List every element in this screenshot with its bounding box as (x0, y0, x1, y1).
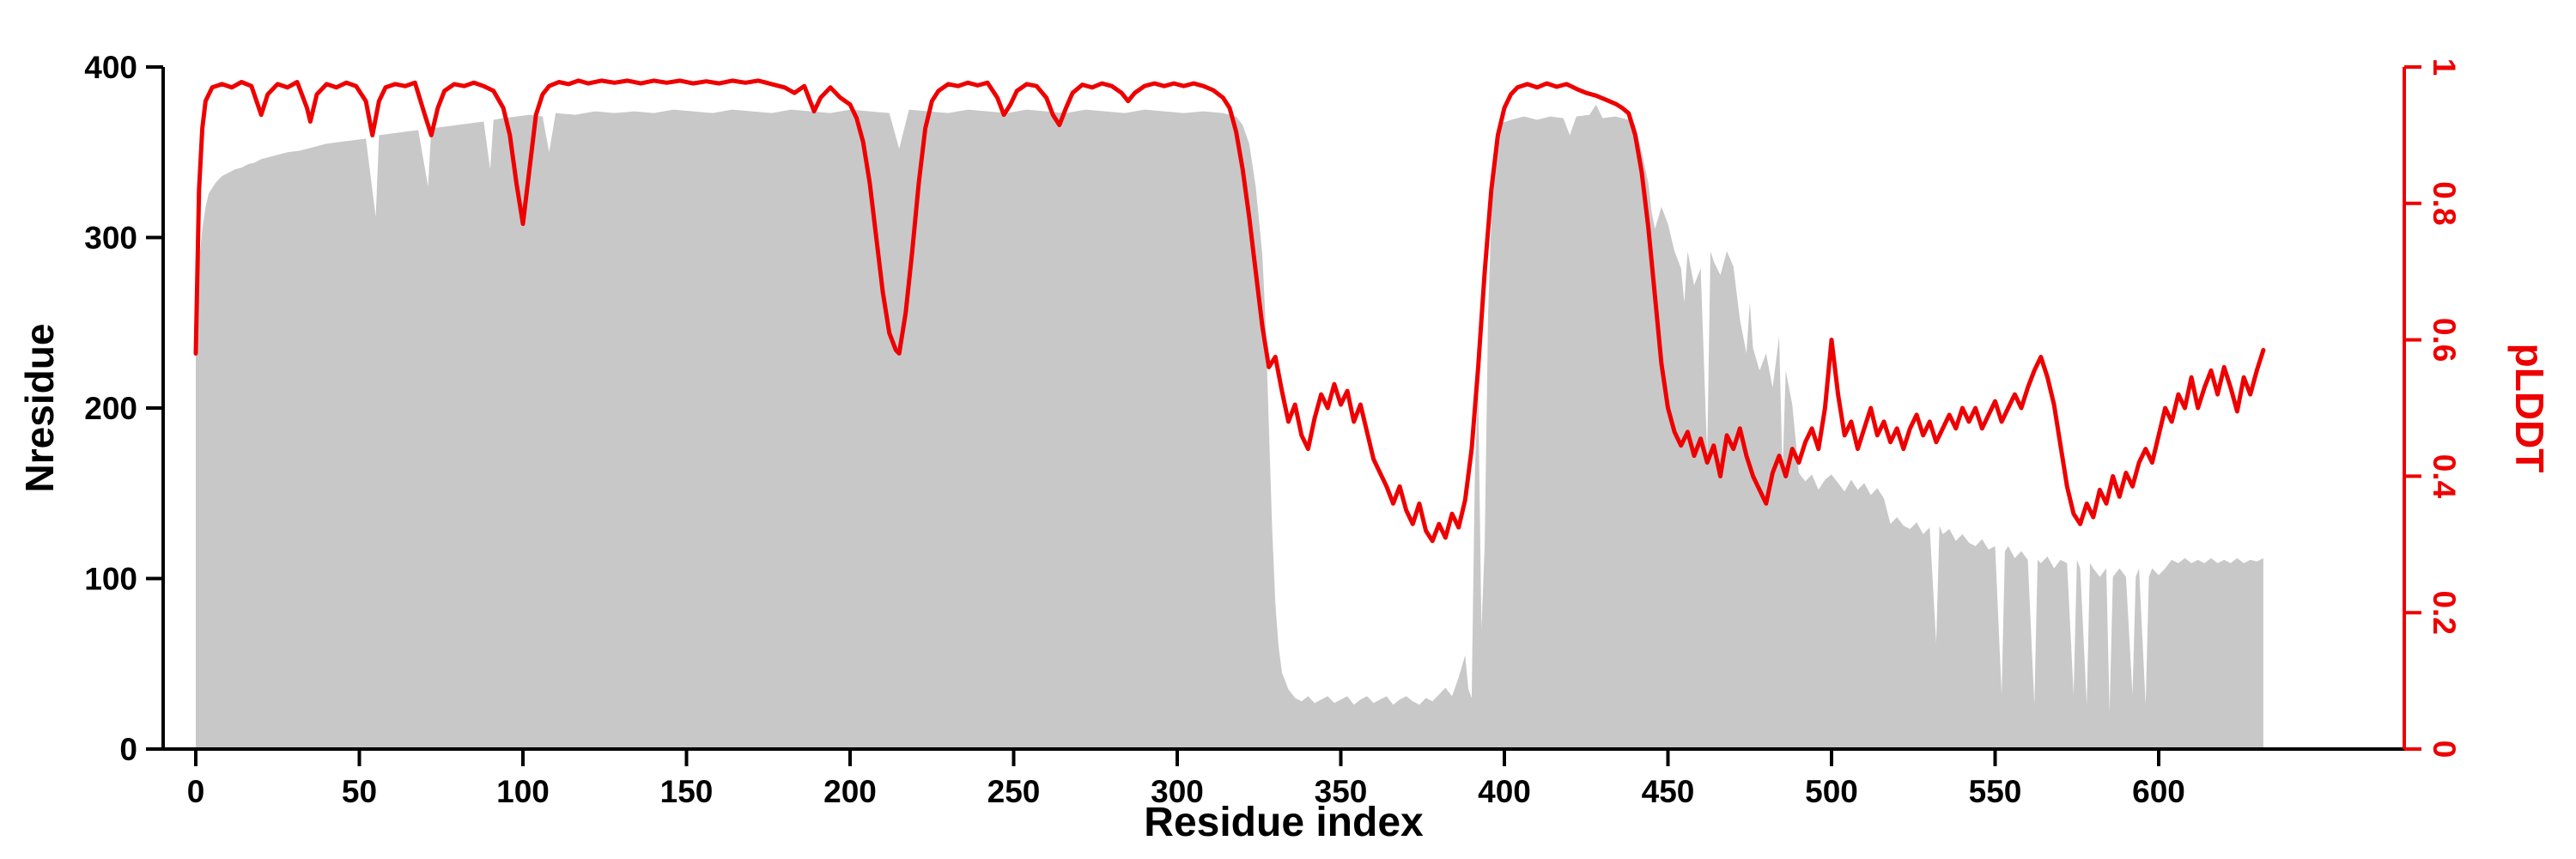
x-tick-label: 500 (1805, 774, 1858, 809)
x-tick-label: 300 (1151, 774, 1204, 809)
y-right-tick-label: 0.6 (2427, 318, 2462, 362)
x-tick-label: 0 (187, 774, 205, 809)
y-left-tick-label: 300 (84, 221, 137, 256)
y-left-tick-label: 100 (84, 562, 137, 597)
x-tick-label: 550 (1969, 774, 2022, 809)
y-right-tick-label: 0.8 (2427, 181, 2462, 225)
y-right-tick-label: 0.2 (2427, 590, 2462, 634)
y-left-tick-label: 200 (84, 391, 137, 426)
x-tick-label: 350 (1315, 774, 1368, 809)
x-axis-label: Residue index (1144, 800, 1424, 845)
y-axis-label-left: Nresidue (17, 323, 62, 493)
y-left-tick-label: 0 (119, 732, 137, 767)
x-tick-label: 150 (660, 774, 714, 809)
y-right-tick-label: 0 (2427, 740, 2462, 758)
y-right-tick-label: 1 (2427, 58, 2462, 76)
x-tick-label: 400 (1478, 774, 1531, 809)
nresidue-bars (196, 104, 2263, 749)
y-right-tick-label: 0.4 (2427, 454, 2462, 499)
x-tick-label: 200 (823, 774, 877, 809)
y-left-tick-label: 400 (84, 50, 137, 85)
x-tick-label: 600 (2132, 774, 2185, 809)
x-tick-label: 100 (496, 774, 550, 809)
x-tick-label: 450 (1642, 774, 1695, 809)
y-axis-label-right: pLDDT (2507, 343, 2552, 473)
x-tick-label: 50 (342, 774, 377, 809)
x-tick-label: 250 (987, 774, 1041, 809)
plddt-line (193, 78, 2266, 544)
